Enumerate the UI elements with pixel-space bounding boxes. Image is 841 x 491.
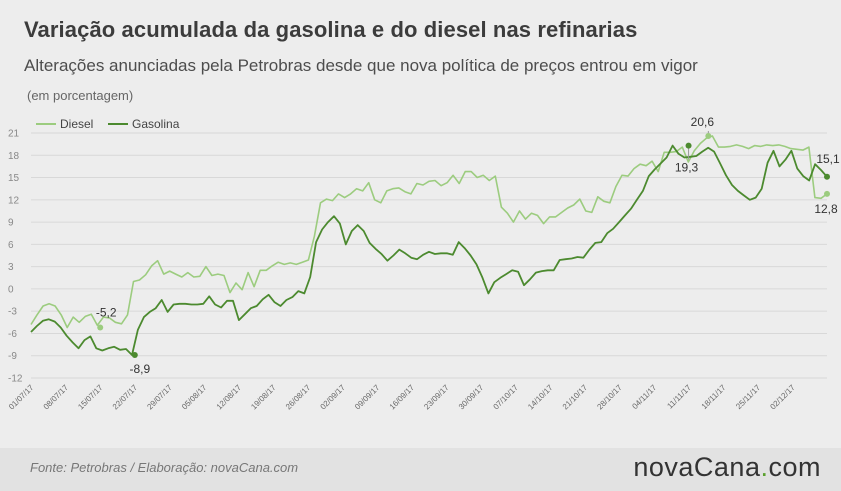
grid [31,132,827,379]
y-tick-label: 3 [8,262,14,273]
x-tick-label: 08/07/17 [42,383,71,412]
x-tick-label: 21/10/17 [561,383,590,412]
legend: Diesel Gasolina [36,117,180,131]
x-axis: 01/07/17 08/07/17 15/07/17 22/07/17 29/07/17… [7,383,797,412]
annotation-marker [824,190,830,197]
x-tick-label: 14/10/17 [526,383,555,412]
y-tick-label: -9 [8,351,17,362]
x-tick-label: 19/08/17 [249,383,278,412]
unit-label: (em porcentagem) [27,88,134,103]
y-tick-label: -6 [8,329,17,340]
x-tick-label: 09/09/17 [353,383,382,412]
x-tick-label: 04/11/17 [630,383,658,411]
brand-main: novaCana [633,452,761,482]
x-tick-label: 23/09/17 [422,383,451,412]
chart-title: Variação acumulada da gasolina e do dies… [24,17,638,42]
x-tick-label: 25/11/17 [734,383,762,411]
x-tick-label: 12/08/17 [215,383,244,412]
annotation-label: -8,9 [129,362,150,376]
x-tick-label: 22/07/17 [111,383,140,412]
x-tick-label: 02/12/17 [768,383,797,412]
y-axis: -12 -9 -6 -3 0 3 6 9 12 15 18 21 [8,129,23,385]
annotation-label: -5,2 [96,306,117,320]
series-line-gasolina [30,144,828,356]
x-tick-label: 28/10/17 [595,383,624,412]
x-tick-label: 16/09/17 [388,383,417,412]
legend-label-gasolina: Gasolina [132,117,180,131]
series-line-diesel [30,135,828,329]
brand-suffix: com [768,452,821,482]
source-credit: Fonte: Petrobras / Elaboração: novaCana.… [30,460,299,475]
y-tick-label: 6 [8,240,14,251]
y-tick-label: -12 [8,374,23,385]
x-tick-label: 29/07/17 [145,383,174,412]
annotation-label: 19,3 [675,161,699,175]
annotation-marker [824,173,830,180]
annotation-label: 20,6 [691,115,715,129]
series-lines [30,135,828,356]
y-tick-label: 21 [8,129,20,140]
y-tick-label: 15 [8,173,20,184]
annotation-label: 15,1 [816,152,840,166]
x-tick-label: 02/09/17 [319,383,348,412]
y-tick-label: 18 [8,151,20,162]
x-tick-label: 30/09/17 [457,383,486,412]
y-tick-label: 0 [8,284,14,295]
x-tick-label: 01/07/17 [7,383,36,412]
x-tick-label: 07/10/17 [492,383,521,412]
x-tick-label: 11/11/17 [665,383,693,411]
annotation-marker [685,142,692,149]
y-tick-label: -3 [8,307,17,318]
x-tick-label: 26/08/17 [284,383,313,412]
annotation-label: 12,8 [814,202,838,216]
brand-logo: novaCana.com [633,452,821,483]
x-tick-label: 15/07/17 [76,383,105,412]
x-tick-label: 05/08/17 [180,383,209,412]
y-tick-label: 9 [8,218,14,229]
annotation-marker [131,351,138,358]
y-tick-label: 12 [8,195,20,206]
footer: Fonte: Petrobras / Elaboração: novaCana.… [0,448,841,491]
legend-label-diesel: Diesel [60,117,93,131]
annotation-marker [97,324,104,331]
x-tick-label: 18/11/17 [700,383,728,411]
annotations: -5,2 20,6 12,8 -8,9 19,3 15,1 [96,115,840,376]
chart-subtitle: Alterações anunciadas pela Petrobras des… [24,56,698,75]
brand-dot: . [760,452,769,482]
annotation-marker [705,132,712,139]
